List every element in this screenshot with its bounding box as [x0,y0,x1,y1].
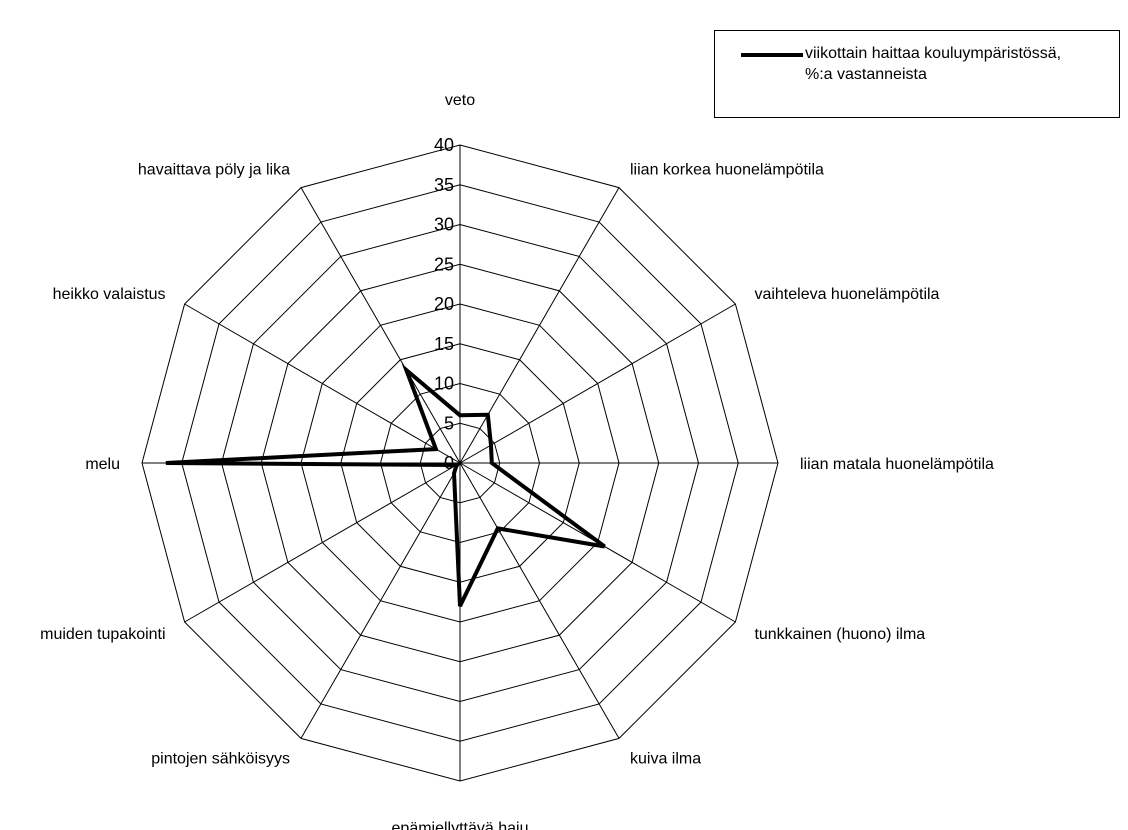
tick-label: 25 [434,254,454,274]
legend-series-label: viikottain haittaa kouluympäristössä, %:… [805,45,1062,83]
spoke-line [459,303,736,464]
radar-tick-labels: 0 5 10 15 20 25 30 35 40 [434,135,454,473]
category-label: liian korkea huonelämpötila [630,162,824,179]
category-label: melu [85,456,120,473]
spoke-line [184,303,461,464]
tick-label: 0 [444,453,454,473]
tick-label: 20 [434,294,454,314]
category-label: veto [445,92,475,109]
tick-label: 5 [444,413,454,433]
series-line [165,363,606,607]
category-label: havaittava pöly ja lika [138,162,290,179]
tick-label: 40 [434,135,454,155]
category-label: vaihteleva huonelämpötila [754,286,939,303]
category-label: tunkkainen (huono) ilma [754,626,925,643]
category-label: liian matala huonelämpötila [800,456,994,473]
tick-label: 35 [434,175,454,195]
category-label: kuiva ilma [630,750,701,767]
category-label: heikko valaistus [53,286,166,303]
spoke-line [300,187,461,464]
spoke-line [459,187,620,464]
tick-label: 10 [434,374,454,394]
spoke-line [184,462,461,623]
radar-series [165,363,606,607]
tick-label: 15 [434,334,454,354]
radar-category-labels: veto liian korkea huonelämpötila vaihtelev… [40,92,994,830]
category-label: pintojen sähköisyys [151,750,290,767]
category-label: epämiellyttävä haju [392,820,529,830]
tick-label: 30 [434,215,454,235]
legend-series-line [741,53,803,57]
spoke-line [459,462,620,739]
legend: viikottain haittaa kouluympäristössä, %:… [714,30,1120,118]
spoke-line [300,462,461,739]
category-label: muiden tupakointi [40,626,165,643]
